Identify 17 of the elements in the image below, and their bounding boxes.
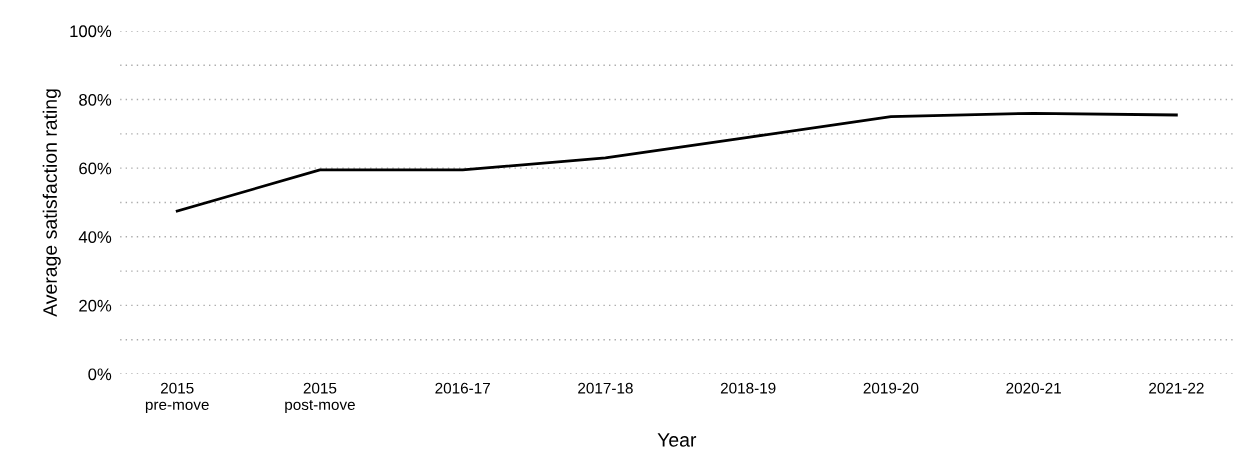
x-tick-label: 2018-19 [720,382,776,394]
y-tick-label: 80% [79,93,112,106]
x-tick-label: 2021-22 [1149,382,1204,394]
y-tick-label: 60% [79,162,112,175]
y-tick-label: 0% [88,368,112,381]
y-axis-title: Average satisfaction rating [42,89,61,317]
line-series [175,111,1178,213]
y-tick-label: 40% [78,231,112,243]
x-tick-label: 2015 post-move [285,382,355,414]
y-tick-label: 100% [70,25,112,38]
y-tick-label: 20% [79,299,112,312]
x-axis-title: Year [657,433,697,447]
x-tick-label: 2016-17 [435,382,490,394]
x-tick-label: 2020-21 [1006,382,1061,394]
x-tick-label: 2019-20 [863,382,919,394]
x-tick-label: 2015 pre-move [145,382,209,414]
x-tick-label: 2017-18 [578,382,633,394]
